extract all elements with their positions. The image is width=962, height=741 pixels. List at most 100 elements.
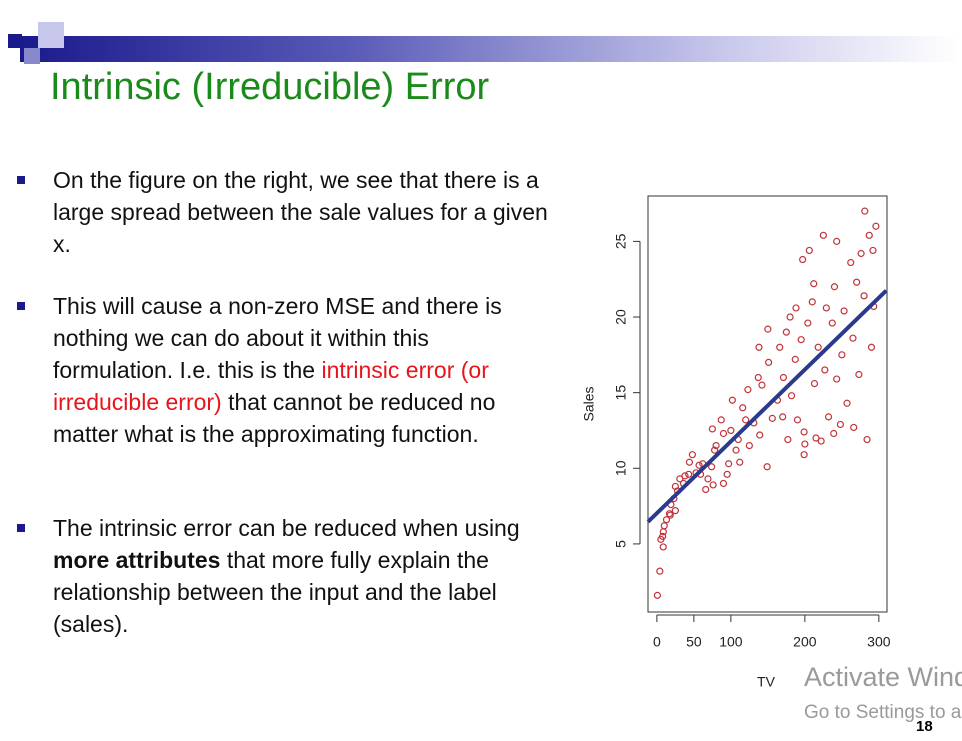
point <box>833 237 841 245</box>
point <box>695 461 703 469</box>
point <box>821 366 829 374</box>
point <box>792 304 800 312</box>
y-tick-label: 15 <box>613 385 629 401</box>
point <box>847 258 855 267</box>
point <box>719 429 728 438</box>
point <box>853 278 861 286</box>
highlight: intrinsic error (or irreducible error) <box>53 357 489 415</box>
point <box>708 463 716 471</box>
point <box>717 416 725 424</box>
point <box>867 343 876 351</box>
page-number: 18 <box>916 718 933 735</box>
point <box>709 481 717 489</box>
bullet: On the figure on the right, we see that … <box>17 164 553 260</box>
x-tick-label: 300 <box>867 634 891 650</box>
decoration <box>24 48 40 64</box>
point <box>768 414 776 422</box>
point <box>861 207 869 215</box>
point <box>801 440 809 448</box>
point <box>662 516 671 524</box>
point <box>765 358 773 366</box>
point <box>719 479 728 488</box>
point <box>833 375 841 383</box>
decoration <box>8 34 22 48</box>
point <box>653 591 661 599</box>
point <box>755 343 763 351</box>
x-axis-label: TV <box>757 674 776 690</box>
point <box>764 325 772 333</box>
point <box>814 343 822 351</box>
point <box>702 485 710 494</box>
point <box>840 307 848 315</box>
point <box>657 535 665 543</box>
point <box>776 343 784 351</box>
point <box>843 399 851 407</box>
point <box>849 334 857 342</box>
point <box>819 231 827 239</box>
text: This will cause a non-zero MSE and there… <box>53 293 502 383</box>
point <box>671 507 679 515</box>
point <box>744 386 752 394</box>
point <box>857 249 865 258</box>
point <box>817 437 825 445</box>
point <box>754 373 762 382</box>
point <box>830 283 839 291</box>
x-tick-label: 200 <box>793 634 817 650</box>
point <box>822 304 830 312</box>
text: that cannot be reduced no matter what is… <box>53 389 496 447</box>
y-axis-label: Sales <box>581 386 597 421</box>
point <box>712 442 720 450</box>
point <box>800 451 808 459</box>
point <box>850 423 858 432</box>
point <box>758 381 766 389</box>
point <box>836 420 844 429</box>
point <box>656 567 664 575</box>
point <box>688 451 696 459</box>
point <box>812 434 820 442</box>
text: that more fully explain the relationship… <box>53 547 497 637</box>
x-tick-label: 100 <box>719 634 743 650</box>
point <box>838 351 846 359</box>
point <box>779 373 788 382</box>
point <box>784 435 792 444</box>
point <box>805 246 813 255</box>
y-tick-label: 25 <box>613 233 629 249</box>
header-bar <box>20 36 960 62</box>
x-tick-label: 50 <box>686 634 702 650</box>
point <box>791 355 799 363</box>
point <box>727 426 735 435</box>
point <box>666 511 674 519</box>
point <box>671 482 679 491</box>
point <box>732 446 740 454</box>
bullet: The intrinsic error can be reduced when … <box>17 512 553 640</box>
point <box>681 472 689 480</box>
point <box>808 298 816 306</box>
point <box>739 404 747 412</box>
point <box>830 429 838 438</box>
point <box>742 416 750 424</box>
point <box>660 522 668 530</box>
text: The intrinsic error can be reduced when … <box>53 515 520 541</box>
point <box>704 475 712 483</box>
point <box>728 396 736 404</box>
point <box>685 470 693 478</box>
point <box>828 319 836 327</box>
point <box>786 313 794 321</box>
point <box>685 458 694 466</box>
watermark: Activate Windows <box>804 662 962 692</box>
emphasis: more attributes <box>53 547 221 573</box>
text: On the figure on the right, we see that … <box>53 167 548 257</box>
point <box>824 413 833 421</box>
y-tick-label: 20 <box>613 309 629 325</box>
point <box>799 255 807 264</box>
point <box>725 460 733 468</box>
point <box>797 336 805 344</box>
point <box>860 292 868 300</box>
point <box>779 413 787 421</box>
point <box>745 442 753 450</box>
point <box>804 319 812 327</box>
point <box>708 425 716 433</box>
point <box>659 543 667 551</box>
